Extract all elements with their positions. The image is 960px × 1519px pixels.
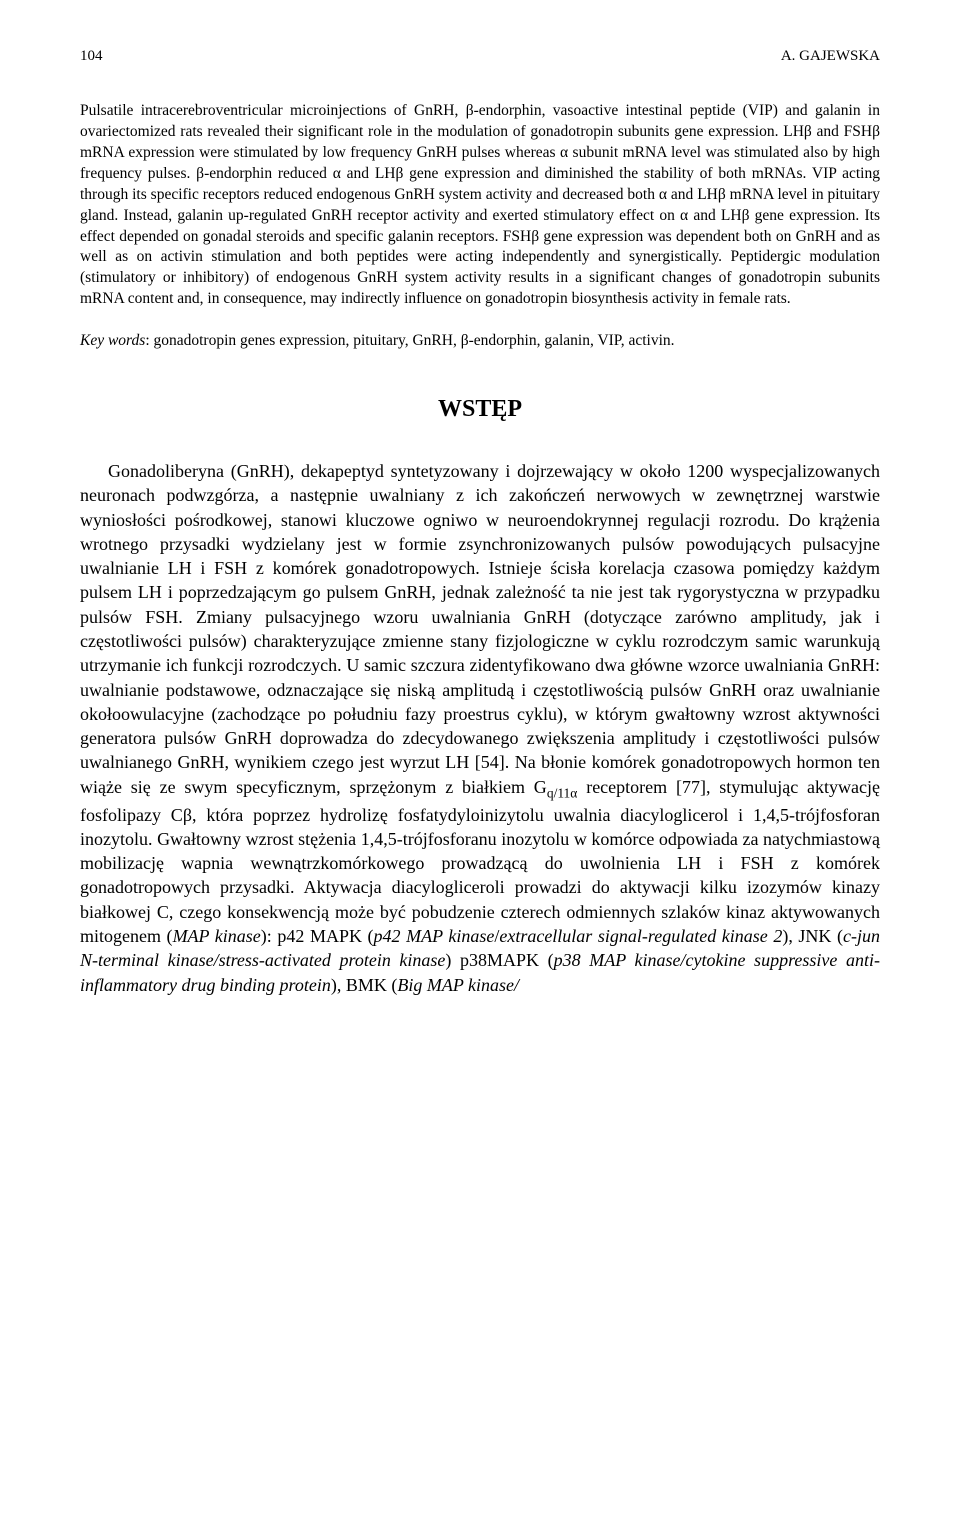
section-title: WSTĘP xyxy=(80,396,880,423)
body-text-part5: ), JNK ( xyxy=(782,926,843,946)
body-text-part3: ): p42 MAPK ( xyxy=(261,926,374,946)
keywords-line: Key words: gonadotropin genes expression… xyxy=(80,330,880,352)
body-text-part2: receptorem [77], stymulując aktywację fo… xyxy=(80,777,880,946)
body-text-part7: ), BMK ( xyxy=(331,975,398,995)
page-number: 104 xyxy=(80,48,103,65)
body-italic-3: extracellular signal-regulated kinase 2 xyxy=(499,926,782,946)
body-subscript: q/11α xyxy=(547,785,578,800)
body-text-part1: Gonadoliberyna (GnRH), dekapeptyd syntet… xyxy=(80,461,880,797)
body-paragraph-1: Gonadoliberyna (GnRH), dekapeptyd syntet… xyxy=(80,459,880,997)
keywords-text: : gonadotropin genes expression, pituita… xyxy=(145,332,674,349)
body-italic-6: Big MAP kinase/ xyxy=(397,975,519,995)
body-text-part6: ) p38MAPK ( xyxy=(445,950,553,970)
body-italic-1: MAP kinase xyxy=(173,926,261,946)
keywords-label: Key words xyxy=(80,332,145,349)
page-header: 104 A. GAJEWSKA xyxy=(80,48,880,65)
header-author: A. GAJEWSKA xyxy=(781,48,880,65)
abstract-paragraph: Pulsatile intracerebroventricular microi… xyxy=(80,101,880,310)
body-italic-2: p42 MAP kinase xyxy=(374,926,495,946)
